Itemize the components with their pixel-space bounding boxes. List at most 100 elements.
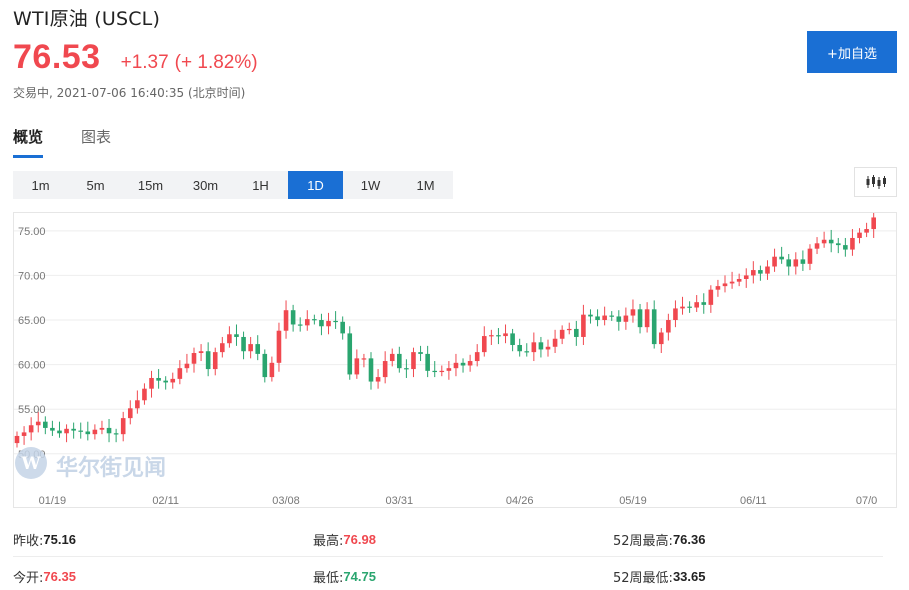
candle (736, 273, 742, 287)
candle (574, 320, 579, 346)
candle (715, 279, 721, 297)
candle-body (262, 353, 268, 378)
candle (658, 328, 664, 354)
candle-body (751, 270, 756, 276)
price-row: 76.53 +1.37 (+ 1.82%) (13, 38, 258, 77)
candle (276, 322, 282, 372)
tab-overview[interactable]: 概览 (13, 126, 44, 158)
candle (255, 335, 261, 361)
candle (843, 237, 848, 257)
candle (347, 326, 353, 380)
candle (43, 416, 48, 435)
range-15m-button[interactable]: 15m (137, 177, 164, 193)
candle (283, 300, 289, 339)
candle-body (453, 362, 459, 369)
add-to-watchlist-button[interactable]: +加自选 (807, 31, 897, 73)
status-separator: , (49, 86, 53, 100)
price-change: +1.37 (120, 52, 169, 73)
range-30m-button[interactable]: 30m (192, 177, 219, 193)
candle (453, 353, 459, 377)
low-52w-value: 33.65 (672, 568, 706, 584)
candle (50, 420, 55, 436)
y-tick-label: 70.00 (18, 270, 46, 282)
range-1m-button[interactable]: 1m (31, 177, 50, 193)
candle-body (531, 342, 537, 353)
candle (113, 428, 119, 443)
candle-body (864, 229, 869, 233)
candle (595, 309, 600, 327)
candle-body (14, 435, 20, 444)
candle (205, 342, 211, 377)
candle-body (779, 256, 784, 260)
candle-body (588, 314, 593, 317)
candle-body (170, 378, 176, 383)
candle-body (871, 217, 876, 230)
x-tick-label: 05/19 (619, 495, 647, 507)
candle (722, 275, 728, 293)
candle (21, 426, 27, 445)
candle-body (389, 353, 395, 362)
candle (467, 354, 473, 372)
range-1w-button[interactable]: 1W (360, 177, 381, 193)
candle (835, 237, 841, 254)
candle-body (481, 336, 487, 353)
x-tick-label: 07/0 (856, 495, 877, 507)
chart-type-toggle[interactable] (854, 167, 897, 197)
candle (821, 231, 827, 248)
candle (687, 301, 692, 313)
candle (517, 338, 522, 357)
candle-body (290, 310, 296, 325)
candle (156, 369, 161, 389)
candle (248, 336, 253, 359)
candle (389, 348, 395, 367)
open-value: 76.35 (43, 568, 76, 584)
candle-body (630, 309, 636, 316)
candle-body (736, 278, 742, 282)
candle (566, 322, 572, 335)
candle (510, 328, 515, 352)
candle (241, 331, 246, 360)
candle (758, 265, 763, 281)
range-1d-button[interactable]: 1D (288, 171, 343, 199)
candle-body (205, 351, 211, 370)
candle (772, 248, 777, 272)
candle-body (694, 302, 699, 308)
candle-body (248, 344, 253, 352)
range-1mo-button[interactable]: 1M (416, 177, 435, 193)
candle (64, 424, 69, 443)
candle (418, 345, 423, 362)
candle (170, 372, 176, 389)
tab-chart[interactable]: 图表 (81, 128, 112, 146)
candle-body (135, 400, 140, 409)
instrument-title: WTI原油 (USCL) (13, 8, 161, 30)
candle (290, 304, 296, 332)
candle-body (382, 361, 388, 378)
range-5m-button[interactable]: 5m (86, 177, 105, 193)
candle (800, 250, 806, 271)
candle (432, 361, 438, 378)
candle (828, 229, 834, 253)
candle-body (220, 343, 225, 353)
candle-body (234, 334, 239, 337)
candle (14, 431, 20, 448)
candle (184, 353, 190, 373)
price-change-percent: (+ 1.82%) (174, 52, 258, 73)
candle-body (510, 333, 515, 345)
candle (28, 417, 34, 441)
candle-body (304, 319, 310, 326)
candle (743, 268, 749, 288)
candle (552, 329, 558, 354)
stats-row-2: 今开: 76.35 最低: 74.75 52周最低: 33.65 (13, 561, 897, 590)
candle-body (786, 259, 792, 267)
x-tick-label: 03/31 (386, 495, 414, 507)
candle-body (680, 306, 685, 309)
candle (864, 222, 869, 238)
range-1h-button[interactable]: 1H (252, 177, 269, 193)
candle-body (581, 314, 586, 337)
candle-body (616, 316, 622, 322)
candle (786, 254, 792, 276)
watermark-logo: W (15, 447, 47, 479)
candle (460, 358, 466, 373)
candle (666, 313, 671, 341)
